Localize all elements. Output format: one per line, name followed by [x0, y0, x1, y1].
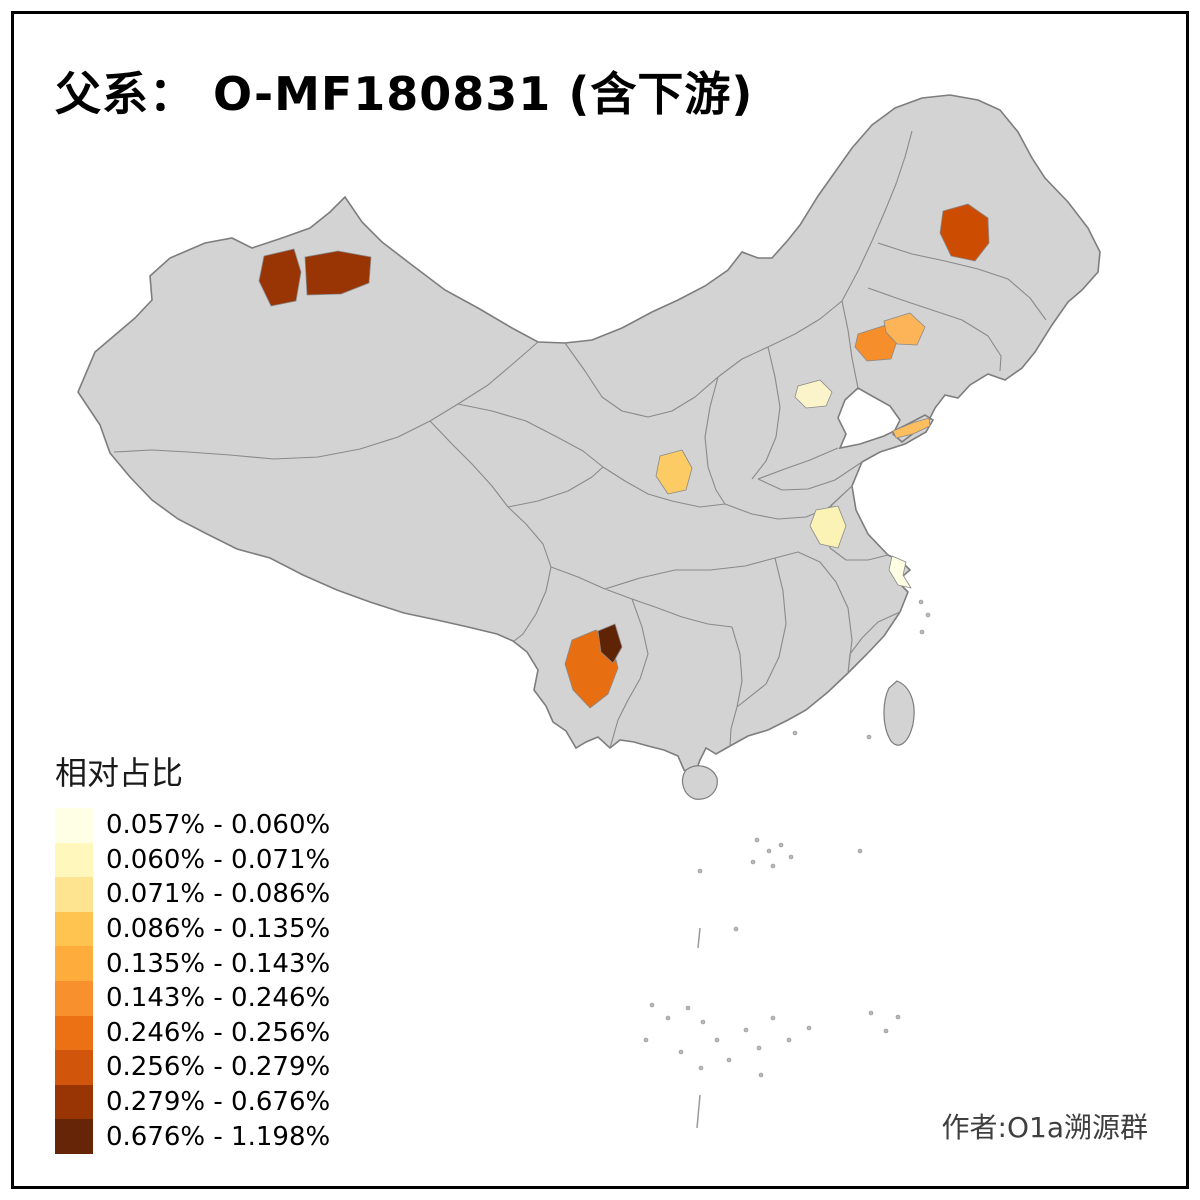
legend: 相对占比 0.057% - 0.060% 0.060% - 0.071% 0.0… — [55, 748, 330, 1154]
region-shanghai-area — [888, 555, 912, 589]
legend-label: 0.135% - 0.143% — [106, 948, 331, 979]
region-shandong-peninsula — [892, 417, 931, 439]
legend-swatch — [55, 980, 93, 1016]
province-borders — [113, 130, 1047, 749]
legend-swatch — [55, 842, 93, 878]
map-title: 父系： O-MF180831 (含下游) — [55, 67, 754, 121]
legend-label: 0.086% - 0.135% — [106, 914, 331, 945]
legend-item: 0.676% - 1.198% — [55, 1119, 330, 1154]
legend-swatch — [55, 877, 93, 912]
legend-title: 相对占比 — [55, 754, 184, 792]
region-shaanxi-central — [655, 449, 693, 495]
legend-label: 0.676% - 1.198% — [106, 1121, 331, 1152]
legend-label: 0.057% - 0.060% — [106, 810, 331, 841]
region-xinjiang-east — [304, 250, 372, 296]
legend-item: 0.246% - 0.256% — [55, 1015, 331, 1051]
legend-item: 0.086% - 0.135% — [55, 911, 331, 947]
legend-swatch — [55, 1050, 93, 1085]
hainan-island — [682, 765, 718, 800]
island-specks — [643, 599, 931, 1129]
legend-label: 0.256% - 0.279% — [106, 1052, 331, 1083]
region-yunnan-dark — [597, 623, 623, 664]
legend-item: 0.143% - 0.246% — [55, 980, 331, 1016]
legend-swatch — [55, 1015, 93, 1051]
legend-item: 0.057% - 0.060% — [55, 808, 330, 843]
region-liaoning-east — [883, 312, 926, 346]
legend-label: 0.071% - 0.086% — [106, 879, 331, 910]
legend-item: 0.279% - 0.676% — [55, 1084, 331, 1120]
legend-swatch — [55, 911, 93, 947]
region-hebei-central — [794, 379, 833, 409]
legend-item: 0.135% - 0.143% — [55, 946, 330, 981]
region-heilongjiang-central — [939, 203, 990, 262]
legend-item: 0.256% - 0.279% — [55, 1050, 330, 1085]
legend-label: 0.246% - 0.256% — [106, 1017, 331, 1048]
legend-label: 0.060% - 0.071% — [106, 844, 331, 875]
legend-swatch — [55, 1119, 93, 1154]
legend-item: 0.060% - 0.071% — [55, 842, 331, 878]
author-credit: 作者:O1a溯源群 — [941, 1111, 1148, 1144]
legend-label: 0.143% - 0.246% — [106, 983, 331, 1014]
taiwan-island — [883, 680, 915, 746]
region-anhui-central — [809, 505, 847, 549]
legend-item: 0.071% - 0.086% — [55, 877, 330, 912]
legend-label: 0.279% - 0.676% — [106, 1087, 331, 1118]
legend-swatch — [55, 808, 93, 843]
region-xinjiang-west — [258, 248, 302, 307]
legend-swatch — [55, 946, 93, 981]
legend-swatch — [55, 1084, 93, 1120]
